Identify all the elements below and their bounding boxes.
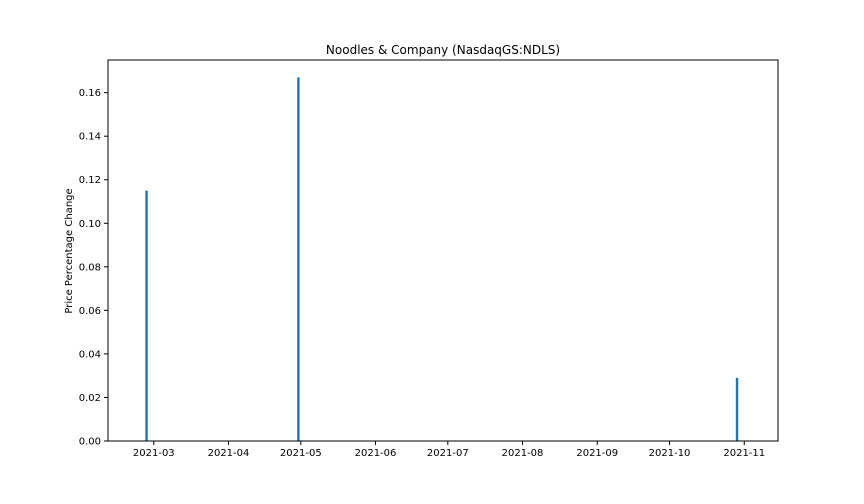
- y-tick-label: 0.12: [79, 175, 101, 186]
- bars-layer: [145, 77, 739, 442]
- x-tick-label: 2021-08: [502, 448, 544, 459]
- y-tick-label: 0.04: [79, 349, 101, 360]
- y-tick-label: 0.14: [79, 132, 101, 143]
- y-tick-label: 0.16: [79, 88, 101, 99]
- y-axis-title: Price Percentage Change: [64, 188, 75, 313]
- y-tick-label: 0.08: [79, 262, 101, 273]
- x-tick-label: 2021-10: [649, 448, 691, 459]
- y-tick-label: 0.02: [79, 393, 101, 404]
- plot-frame: [107, 59, 779, 442]
- y-tick-label: 0.06: [79, 306, 101, 317]
- x-tick-label: 2021-05: [280, 448, 322, 459]
- bar-0: [145, 190, 148, 441]
- x-tick-label: 2021-09: [576, 448, 618, 459]
- x-tick-label: 2021-03: [133, 448, 175, 459]
- y-tick-label: 0.00: [79, 437, 101, 448]
- chart-title: Noodles & Company (NasdaqGS:NDLS): [326, 43, 560, 57]
- x-tick-label: 2021-07: [427, 448, 469, 459]
- y-tick-label: 0.10: [79, 219, 101, 230]
- axes-layer: 2021-03 2021-04 2021-05 2021-06 2021-07 2021-…: [79, 88, 765, 459]
- x-tick-label: 2021-11: [723, 448, 765, 459]
- x-tick-label: 2021-04: [208, 448, 250, 459]
- x-tick-label: 2021-06: [355, 448, 397, 459]
- bar-1: [297, 77, 300, 442]
- bar-2: [735, 377, 739, 441]
